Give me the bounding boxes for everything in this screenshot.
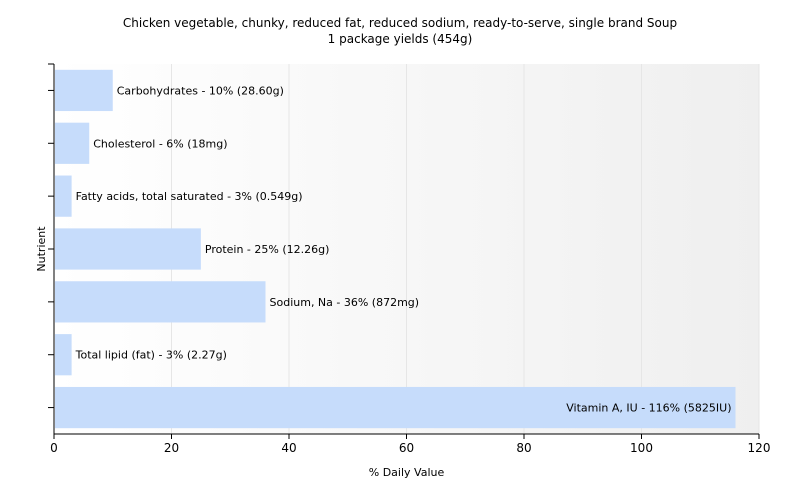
- bar: [55, 281, 266, 323]
- x-axis-title: % Daily Value: [369, 466, 445, 479]
- bar: [55, 175, 72, 217]
- bar: [55, 228, 201, 270]
- bar-label: Vitamin A, IU - 116% (5825IU): [566, 402, 731, 415]
- bar-label: Sodium, Na - 36% (872mg): [270, 296, 420, 309]
- chart-title: Chicken vegetable, chunky, reduced fat, …: [122, 16, 678, 30]
- bar-label: Cholesterol - 6% (18mg): [93, 137, 227, 150]
- bar-label: Carbohydrates - 10% (28.60g): [117, 84, 284, 97]
- bar-label: Protein - 25% (12.26g): [205, 243, 330, 256]
- bar: [55, 69, 113, 112]
- bars: Carbohydrates - 10% (28.60g) Cholesterol …: [55, 69, 736, 429]
- x-tick-label: 60: [399, 441, 414, 455]
- x-tick-label: 80: [516, 441, 531, 455]
- chart-title-block: Chicken vegetable, chunky, reduced fat, …: [0, 15, 800, 47]
- x-tick-label: 40: [281, 441, 296, 455]
- y-axis-title: Nutrient: [35, 226, 48, 272]
- bar: [55, 386, 736, 429]
- chart-subtitle: 1 package yields (454g): [327, 32, 473, 46]
- bar: [55, 334, 72, 376]
- bar-label: Total lipid (fat) - 3% (2.27g): [75, 349, 227, 362]
- grid-lines: [171, 64, 760, 434]
- x-tick-label: 0: [50, 441, 58, 455]
- axes: 0 20 40 60 80 100 120: [48, 63, 771, 455]
- x-tick-label: 120: [748, 441, 771, 455]
- bar: [55, 122, 90, 164]
- x-tick-label: 20: [164, 441, 179, 455]
- bar-label: Fatty acids, total saturated - 3% (0.549…: [76, 190, 303, 203]
- x-tick-label: 100: [630, 441, 653, 455]
